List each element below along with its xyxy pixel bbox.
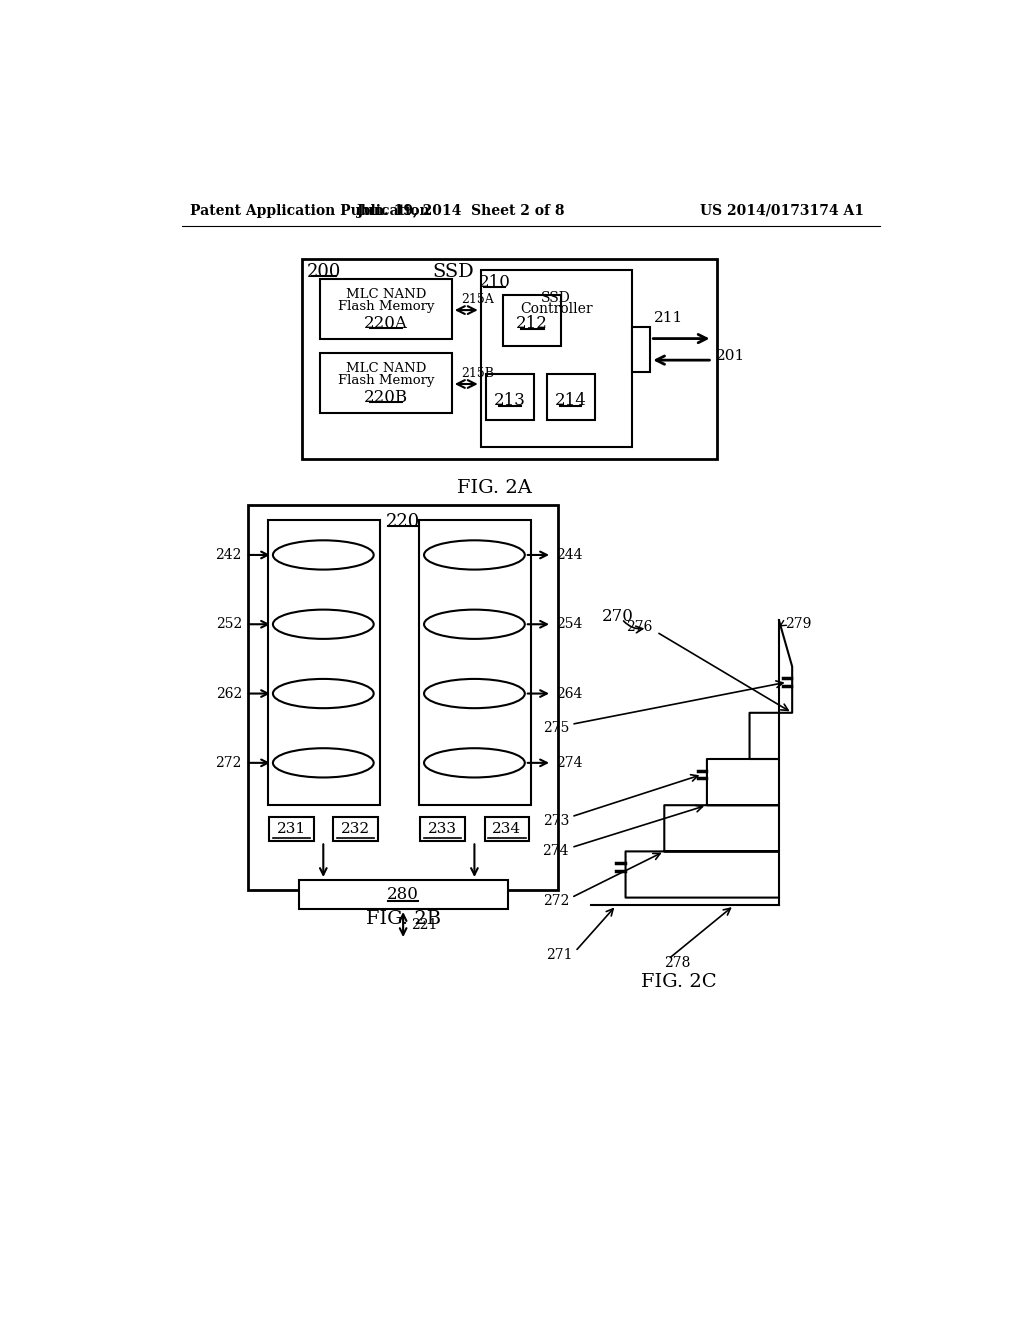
Text: 220B: 220B [364, 388, 409, 405]
Bar [334, 817, 378, 841]
Text: FIG. 2B: FIG. 2B [366, 911, 440, 928]
Text: 278: 278 [665, 956, 690, 970]
Text: 242: 242 [215, 548, 242, 562]
Ellipse shape [424, 748, 524, 777]
Text: Controller: Controller [520, 302, 593, 317]
Ellipse shape [424, 610, 524, 639]
Text: 213: 213 [495, 392, 526, 409]
Bar [480, 271, 632, 447]
Ellipse shape [424, 678, 524, 708]
Text: 274: 274 [556, 756, 583, 770]
Text: 231: 231 [276, 822, 306, 836]
Text: 275: 275 [543, 721, 569, 735]
Text: US 2014/0173174 A1: US 2014/0173174 A1 [700, 203, 864, 218]
Text: 233: 233 [428, 822, 457, 836]
Bar [547, 374, 595, 420]
Text: 244: 244 [556, 548, 583, 562]
Bar [632, 327, 650, 372]
Text: SSD: SSD [542, 290, 571, 305]
Text: 273: 273 [543, 813, 569, 828]
Bar [321, 280, 452, 339]
Text: FIG. 2C: FIG. 2C [641, 973, 717, 991]
Text: 232: 232 [341, 822, 371, 836]
Ellipse shape [273, 540, 374, 570]
Text: Flash Memory: Flash Memory [338, 300, 434, 313]
Text: 272: 272 [215, 756, 242, 770]
Text: Flash Memory: Flash Memory [338, 374, 434, 387]
Ellipse shape [424, 540, 524, 570]
Text: 274: 274 [543, 845, 569, 858]
Text: 220A: 220A [365, 314, 408, 331]
Text: 214: 214 [555, 392, 587, 409]
Bar [486, 374, 535, 420]
Text: 201: 201 [716, 348, 745, 363]
Bar [248, 506, 558, 890]
Text: 234: 234 [493, 822, 521, 836]
Text: 221: 221 [411, 917, 437, 932]
Text: 210: 210 [478, 273, 511, 290]
Bar [302, 259, 717, 459]
Text: 254: 254 [556, 618, 583, 631]
Text: 220: 220 [386, 513, 420, 531]
Text: 200: 200 [307, 263, 341, 281]
Ellipse shape [273, 748, 374, 777]
Text: SSD: SSD [432, 263, 474, 281]
Bar [269, 817, 314, 841]
Text: Jun. 19, 2014  Sheet 2 of 8: Jun. 19, 2014 Sheet 2 of 8 [357, 203, 565, 218]
Text: Patent Application Publication: Patent Application Publication [190, 203, 430, 218]
Bar [299, 880, 508, 909]
Bar [267, 520, 380, 805]
Text: MLC NAND: MLC NAND [346, 362, 426, 375]
Ellipse shape [273, 610, 374, 639]
Text: 279: 279 [785, 618, 812, 631]
Text: 211: 211 [654, 310, 683, 325]
Bar [419, 520, 531, 805]
Text: 262: 262 [216, 686, 242, 701]
Text: FIG. 2A: FIG. 2A [457, 479, 531, 496]
Text: 276: 276 [627, 619, 652, 634]
Bar [484, 817, 529, 841]
Bar [420, 817, 465, 841]
Text: 215B: 215B [461, 367, 495, 380]
Text: 264: 264 [556, 686, 583, 701]
Text: 212: 212 [516, 315, 548, 333]
Text: 272: 272 [543, 895, 569, 908]
Text: MLC NAND: MLC NAND [346, 288, 426, 301]
Bar [321, 354, 452, 413]
Ellipse shape [273, 678, 374, 708]
Text: 271: 271 [547, 948, 572, 962]
Text: 270: 270 [602, 609, 634, 626]
Text: 215A: 215A [461, 293, 494, 306]
Text: 252: 252 [216, 618, 242, 631]
Bar [503, 296, 561, 346]
Text: 280: 280 [387, 886, 419, 903]
